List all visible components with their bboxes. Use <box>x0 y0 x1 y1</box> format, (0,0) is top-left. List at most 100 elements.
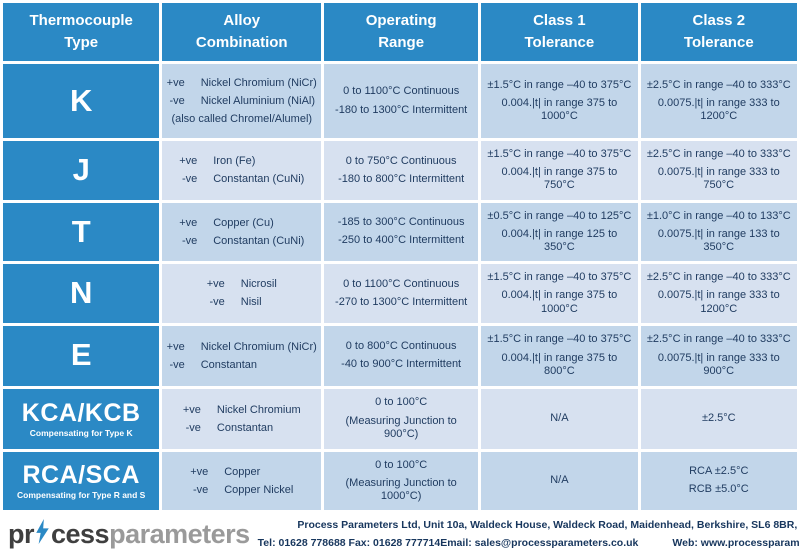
header-class1-tolerance: Class 1 Tolerance <box>481 3 638 61</box>
email-link[interactable]: Email: sales@processparameters.co.uk <box>440 536 639 549</box>
class2-tolerance-cell: ±2.5°C in range –40 to 333°C 0.0075.|t| … <box>640 264 797 323</box>
operating-range-cell: 0 to 100°C (Measuring Junction to 1000°C… <box>324 451 479 511</box>
web-link[interactable]: Web: www.processparameters.co.uk <box>672 536 800 549</box>
alloy-name: Constantan (CuNi) <box>213 173 305 186</box>
alloy-name: Constantan <box>216 421 274 434</box>
header-row: Thermocouple Type Alloy Combination Oper… <box>3 3 797 61</box>
alloy-sign: -ve <box>192 483 209 496</box>
alloy-sign: -ve <box>181 173 198 186</box>
class2-tolerance-cell: ±2.5°C <box>640 388 797 449</box>
tolerance-line: ±1.5°C in range –40 to 375°C <box>487 271 632 284</box>
class2-tolerance-cell: ±2.5°C in range –40 to 333°C 0.0075.|t| … <box>640 141 797 200</box>
alloy-lines: +ve Iron (Fe) -ve Constantan (CuNi) <box>179 155 304 185</box>
header-text: Tolerance <box>524 33 595 51</box>
alloy-sign: +ve <box>179 155 198 168</box>
footer: pr cess parameters Process Parameters Ltd,… <box>0 513 800 557</box>
class1-tolerance-cell: ±1.5°C in range –40 to 375°C 0.004.|t| i… <box>481 325 638 386</box>
alloy-sign: +ve <box>179 216 198 229</box>
tolerance-line: RCB ±5.0°C <box>688 483 749 496</box>
header-text: Class 2 <box>692 12 746 29</box>
alloy-sign: -ve <box>169 358 185 371</box>
tolerance-line: 0.004.|t| in range 375 to 1000°C <box>501 289 618 315</box>
tolerance-line: 0.0075.|t| in range 333 to 750°C <box>657 166 780 192</box>
company-address: Process Parameters Ltd, Unit 10a, Waldec… <box>297 519 800 532</box>
class2-tolerance-cell: ±2.5°C in range –40 to 333°C 0.0075.|t| … <box>640 325 797 386</box>
alloy-name: Copper (Cu) <box>213 216 274 229</box>
contact-line: Tel: 01628 778688 Fax: 01628 777714Email… <box>258 535 800 552</box>
tolerance-line: 0.004.|t| in range 375 to 750°C <box>501 166 618 192</box>
alloy-sign: +ve <box>190 465 209 478</box>
type-cell: T <box>3 202 160 262</box>
header-text: Range <box>378 33 425 51</box>
class2-tolerance-cell: ±2.5°C in range –40 to 333°C 0.0075.|t| … <box>640 64 797 138</box>
range-line: (Measuring Junction to 1000°C) <box>345 476 457 503</box>
operating-range-cell: -185 to 300°C Continuous -250 to 400°C I… <box>324 202 479 262</box>
alloy-name: Constantan (CuNi) <box>213 234 305 247</box>
class2-tolerance-cell: RCA ±2.5°C RCB ±5.0°C <box>640 451 797 511</box>
tolerance-line: ±1.5°C in range –40 to 375°C <box>487 333 632 346</box>
header-alloy-combination: Alloy Combination <box>162 3 322 61</box>
tolerance-line: 0.0075.|t| in range 133 to 350°C <box>657 227 780 253</box>
range-line: (Measuring Junction to 900°C) <box>345 414 457 440</box>
alloy-note: (also called Chromel/Alumel) <box>171 113 313 125</box>
table-row-type-t: T +ve Copper (Cu) -ve Constantan (CuNi) -1… <box>3 202 797 262</box>
thermocouple-type-label: RCA/SCA <box>22 460 140 489</box>
range-intermittent: -40 to 900°C Intermittent <box>341 358 462 371</box>
alloy-name: Nickel Aluminium (NiAl) <box>200 95 316 107</box>
type-cell: RCA/SCA Compensating for Type R and S <box>3 451 160 511</box>
class1-tolerance-cell: ±0.5°C in range –40 to 125°C 0.004.|t| i… <box>481 202 638 262</box>
thermocouple-type-label: K <box>70 82 93 118</box>
tolerance-line: ±2.5°C in range –40 to 333°C <box>646 333 791 346</box>
range-continuous: 0 to 1100°C Continuous <box>343 277 460 290</box>
range-intermittent: -180 to 1300°C Intermittent <box>335 103 468 116</box>
tolerance-line: 0.004.|t| in range 375 to 800°C <box>501 351 618 377</box>
alloy-lines: +ve Nickel Chromium -ve Constantan <box>183 404 301 434</box>
logo-text-dark: cess <box>51 519 110 550</box>
alloy-sign: +ve <box>206 278 225 291</box>
tolerance-line: 0.0075.|t| in range 333 to 1200°C <box>657 289 780 315</box>
alloy-name: Nickel Chromium (NiCr) <box>200 77 317 89</box>
header-text: Class 1 <box>533 12 586 29</box>
range-line: 0 to 100°C <box>375 458 428 471</box>
logo-text-gray: parameters <box>109 519 250 550</box>
alloy-sign: -ve <box>209 296 225 309</box>
alloy-lines: +ve Copper -ve Copper Nickel <box>190 466 293 496</box>
logo-text-dark: pr <box>8 519 35 550</box>
type-cell: E <box>3 325 160 386</box>
table-row-type-rca-sca: RCA/SCA Compensating for Type R and S +v… <box>3 451 797 511</box>
tolerance-line: N/A <box>550 412 569 425</box>
class2-tolerance-cell: ±1.0°C in range –40 to 133°C 0.0075.|t| … <box>640 202 797 262</box>
alloy-sign: +ve <box>166 77 185 89</box>
class1-tolerance-cell: ±1.5°C in range –40 to 375°C 0.004.|t| i… <box>481 141 638 200</box>
alloy-name: Copper <box>224 465 261 478</box>
company-logo: pr cess parameters <box>8 518 250 551</box>
thermocouple-type-label: N <box>70 275 93 311</box>
alloy-cell: +ve Iron (Fe) -ve Constantan (CuNi) <box>162 141 322 200</box>
alloy-cell: +ve Nickel Chromium (NiCr) -ve Nickel Alum… <box>162 64 322 138</box>
class1-tolerance-cell: ±1.5°C in range –40 to 375°C 0.004.|t| i… <box>481 64 638 138</box>
tolerance-line: ±2.5°C in range –40 to 333°C <box>646 148 791 160</box>
tolerance-line: N/A <box>550 474 569 487</box>
class1-tolerance-cell: ±1.5°C in range –40 to 375°C 0.004.|t| i… <box>481 264 638 323</box>
range-continuous: 0 to 750°C Continuous <box>345 154 457 167</box>
tolerance-line: 0.0075.|t| in range 333 to 900°C <box>657 351 780 377</box>
table-row-type-k: K +ve Nickel Chromium (NiCr) -ve Nickel Al… <box>3 64 797 138</box>
tolerance-line: ±2.5°C in range –40 to 333°C <box>646 78 791 91</box>
alloy-name: Nicrosil <box>240 278 277 291</box>
table-row-type-n: N +ve Nicrosil -ve Nisil 0 to 1100°C Conti… <box>3 264 797 323</box>
tolerance-line: ±2.5°C in range –40 to 333°C <box>646 271 791 284</box>
alloy-name: Iron (Fe) <box>213 155 256 168</box>
alloy-sign: -ve <box>169 95 185 107</box>
operating-range-cell: 0 to 100°C (Measuring Junction to 900°C) <box>324 388 479 449</box>
header-operating-range: Operating Range <box>324 3 479 61</box>
alloy-cell: +ve Nicrosil -ve Nisil <box>162 264 322 323</box>
alloy-sign: +ve <box>182 403 201 416</box>
table-row-type-kca-kcb: KCA/KCB Compensating for Type K +ve Nicke… <box>3 388 797 449</box>
type-cell: N <box>3 264 160 323</box>
tolerance-line: ±0.5°C in range –40 to 125°C <box>487 209 632 222</box>
table-row-type-e: E +ve Nickel Chromium (NiCr) -ve Constanta… <box>3 325 797 386</box>
thermocouple-type-subtitle: Compensating for Type R and S <box>17 490 146 501</box>
thermocouple-type-label: J <box>72 152 90 187</box>
range-intermittent: -250 to 400°C Intermittent <box>338 234 465 247</box>
type-cell: KCA/KCB Compensating for Type K <box>3 388 160 449</box>
